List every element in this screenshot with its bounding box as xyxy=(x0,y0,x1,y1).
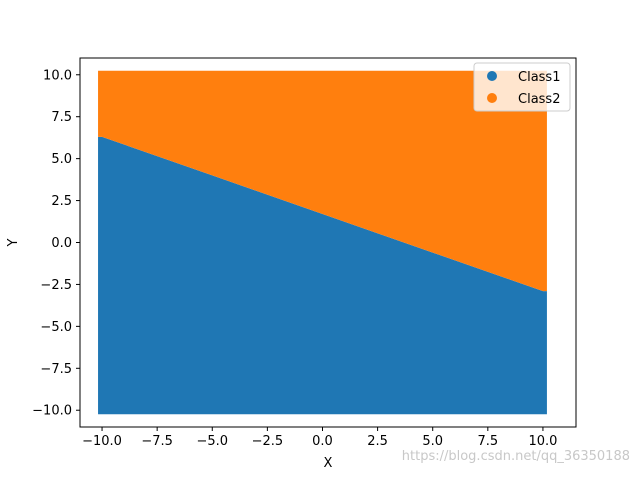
y-axis: −10.0 −7.5 −5.0 −2.5 0.0 2.5 5.0 7.5 10.0 xyxy=(32,68,80,419)
x-tick-label: −10.0 xyxy=(82,434,122,449)
watermark: https://blog.csdn.net/qq_36350188 xyxy=(401,449,630,464)
x-tick-label: −7.5 xyxy=(141,434,173,449)
legend-marker-class2 xyxy=(487,93,497,103)
plot-area xyxy=(79,57,577,428)
y-tick-label: −10.0 xyxy=(32,404,72,419)
y-axis-label: Y xyxy=(6,238,21,247)
series-class2-points xyxy=(98,70,547,292)
x-tick-label: −5.0 xyxy=(196,434,228,449)
y-tick-label: 2.5 xyxy=(51,194,72,209)
y-tick-label: 7.5 xyxy=(51,110,72,125)
legend-label-class1: Class1 xyxy=(518,70,560,85)
x-tick-label: 10.0 xyxy=(528,434,557,449)
x-tick-label: 2.5 xyxy=(367,434,388,449)
y-tick-label: −5.0 xyxy=(40,320,72,335)
y-tick-label: 10.0 xyxy=(43,68,72,83)
x-axis-label: X xyxy=(324,456,333,471)
series-class1-points xyxy=(98,136,547,415)
x-tick-label: 0.0 xyxy=(312,434,333,449)
x-tick-label: 5.0 xyxy=(422,434,443,449)
legend-box xyxy=(473,62,571,112)
legend-label-class2: Class2 xyxy=(518,92,560,107)
x-tick-label: 7.5 xyxy=(477,434,498,449)
legend-marker-class1 xyxy=(487,71,497,81)
y-tick-label: 0.0 xyxy=(51,236,72,251)
y-tick-label: −2.5 xyxy=(40,278,72,293)
legend: Class1 Class2 xyxy=(473,62,571,112)
y-tick-label: 5.0 xyxy=(51,152,72,167)
x-tick-label: −2.5 xyxy=(252,434,284,449)
y-tick-label: −7.5 xyxy=(40,362,72,377)
x-axis: −10.0 −7.5 −5.0 −2.5 0.0 2.5 5.0 7.5 10.0 xyxy=(82,427,557,449)
